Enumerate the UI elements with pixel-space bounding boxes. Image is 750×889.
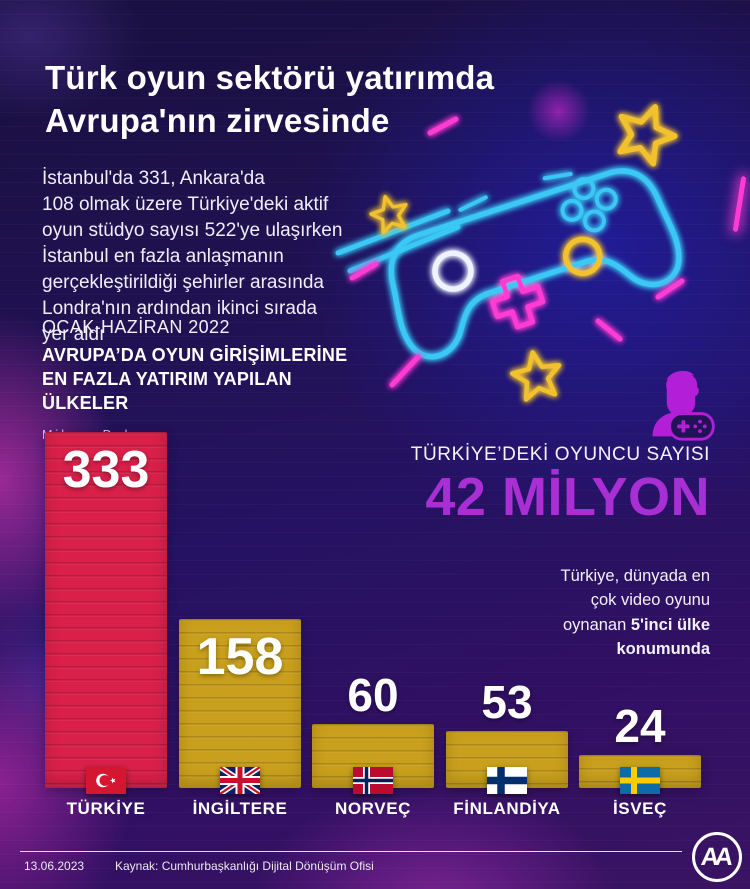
sweden-flag-icon — [620, 767, 660, 794]
country-label: İNGİLTERE — [192, 799, 288, 818]
intro-paragraph: İstanbul'da 331, Ankara'da 108 olmak üze… — [42, 168, 343, 345]
norway-flag-icon — [353, 767, 393, 794]
uk-flag-icon — [220, 767, 260, 794]
country-label: İSVEÇ — [612, 799, 668, 818]
rank-note-bold: 5'inci ülke konumunda — [616, 615, 711, 659]
gamepad-buttons-icon — [560, 177, 618, 233]
bar-turkey — [45, 432, 167, 788]
country-label: NORVEÇ — [334, 799, 412, 818]
page-title: Türk oyun sektörü yatırımda Avrupa'nın z… — [45, 59, 495, 140]
gamepad-joystick-ring-icon — [432, 250, 474, 292]
chart-header: OCAK-HAZİRAN 2022 AVRUPA’DA OYUN GİRİŞİM… — [42, 317, 347, 442]
turkey-flag-icon — [86, 767, 126, 794]
chart-period: OCAK-HAZİRAN 2022 — [42, 317, 230, 337]
neon-spark-dashes-icon — [349, 116, 685, 388]
gamepad-yellow-ring-icon — [562, 236, 603, 277]
neon-gamepad-icon — [335, 104, 685, 402]
country-label: TÜRKİYE — [66, 799, 146, 818]
rank-note: Türkiye, dünyada en çok video oyunu oyna… — [450, 564, 710, 662]
bar-value: 158 — [196, 628, 284, 686]
footer-date: 13.06.2023 — [24, 859, 85, 873]
gamepad-strap-lines — [335, 208, 461, 274]
footer-source: Kaynak: Cumhurbaşkanlığı Dijital Dönüşüm… — [115, 859, 374, 873]
neon-stars-icon — [369, 104, 678, 402]
aa-agency-logo: AA — [692, 832, 742, 882]
bar-value: 60 — [347, 669, 399, 721]
bar-chart: 333 TÜRKİYE 158 İNGİLTERE 60 NORVEÇ 53 FİNLANDİ… — [0, 420, 750, 860]
bar-uk — [179, 619, 301, 788]
chart-title: AVRUPA’DA OYUN GİRİŞİMLERİNE EN FAZLA YA… — [42, 345, 348, 413]
rank-note-normal: Türkiye, dünyada en çok video oyunu oyna… — [560, 566, 710, 634]
players-count-value: 42 MİLYON — [425, 467, 710, 527]
bar-value: 53 — [481, 676, 533, 728]
bar-value: 24 — [614, 700, 666, 752]
gamepad-dpad-icon — [489, 273, 546, 330]
bar-value: 333 — [62, 441, 150, 499]
gamepad-body — [388, 168, 682, 360]
gamer-controller-icon — [668, 412, 715, 441]
aa-logo-text: AA — [700, 842, 732, 871]
footer-divider — [20, 851, 682, 852]
country-label: FİNLANDİYA — [453, 799, 561, 818]
bar-finland — [446, 731, 568, 788]
players-count-block: TÜRKİYE’DEKİ OYUNCU SAYISI 42 MİLYON — [370, 444, 710, 526]
finland-flag-icon — [487, 767, 527, 794]
players-count-label: TÜRKİYE’DEKİ OYUNCU SAYISI — [410, 444, 710, 465]
gamer-avatar-icon — [652, 370, 715, 441]
